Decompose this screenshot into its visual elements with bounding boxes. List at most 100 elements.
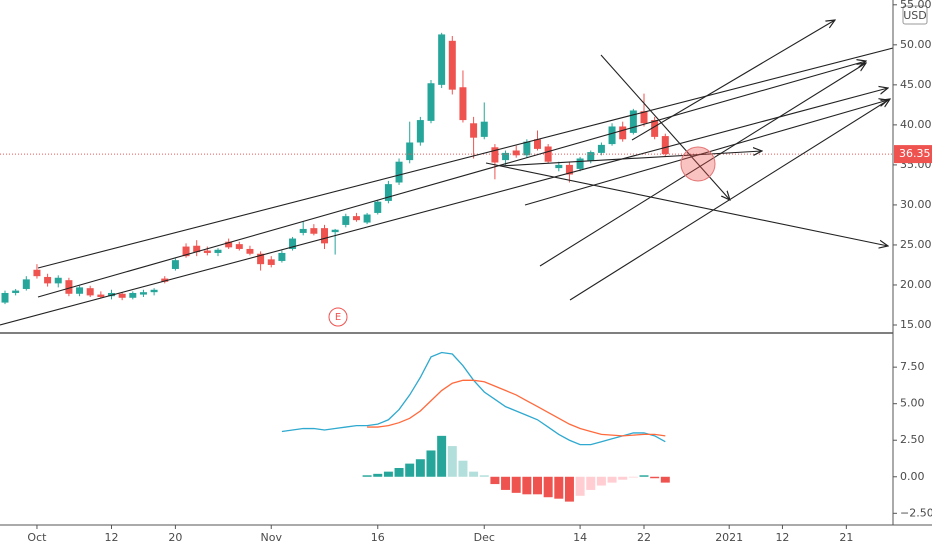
trend-line [539, 63, 866, 267]
candle-body [384, 184, 392, 201]
candle-body [257, 253, 265, 265]
candle-body [651, 120, 659, 137]
candle-body [576, 158, 584, 169]
candle-body [289, 238, 297, 249]
candle-body [139, 292, 147, 295]
x-tick-label: 22 [637, 531, 651, 544]
candle-body [321, 228, 328, 244]
candle-body [235, 244, 243, 249]
earnings-marker [328, 307, 348, 327]
y-tick-label: 25.00 [900, 238, 932, 251]
macd-line [367, 379, 666, 437]
candle-body [44, 276, 52, 284]
trend-line [631, 20, 835, 141]
trend-line [600, 54, 730, 200]
x-tick-label: Dec [474, 531, 495, 544]
x-tick-label: 12 [775, 531, 789, 544]
candle-body [310, 228, 318, 234]
histogram-bar [511, 476, 521, 493]
histogram-bar [383, 471, 393, 477]
y-tick-label: 20.00 [900, 278, 932, 291]
candle-body [54, 277, 62, 284]
histogram-bar [533, 476, 542, 495]
candle-body [150, 289, 158, 293]
trend-line [524, 100, 888, 206]
histogram-bar [607, 476, 617, 483]
histogram-bar [564, 476, 574, 502]
candle-body [22, 279, 30, 289]
candle-body [86, 288, 94, 296]
histogram-bar [650, 476, 660, 479]
candle-body [395, 161, 403, 183]
x-tick-label: Oct [27, 531, 47, 544]
candle-body [171, 260, 179, 269]
candle-body [363, 214, 371, 223]
histogram-bar [501, 476, 511, 490]
histogram-bar [447, 446, 457, 477]
trend-lines [0, 20, 894, 326]
histogram-bar [543, 476, 553, 498]
currency-box [902, 5, 928, 25]
histogram-bar [362, 475, 372, 477]
candle-body [523, 141, 531, 156]
candle-body [214, 249, 222, 253]
y-tick-label: −2.50 [900, 506, 932, 519]
candle-body [76, 287, 84, 294]
candle-body [1, 292, 9, 303]
x-tick-label: 2021 [715, 531, 743, 544]
candle-body [118, 293, 126, 298]
highlight-circle [680, 146, 716, 182]
candle-body [470, 123, 478, 138]
x-tick-label: 21 [839, 531, 853, 544]
candle-body [203, 250, 211, 253]
candle-body [193, 245, 201, 253]
candle-body [342, 216, 350, 225]
histogram-bar [660, 476, 670, 483]
histogram-bar [415, 459, 425, 477]
candle-body [97, 294, 105, 297]
candle-body [65, 280, 73, 294]
x-tick-label: 12 [105, 531, 119, 544]
candle-body [352, 216, 360, 221]
candle-body [565, 164, 573, 175]
candle-body [331, 229, 339, 233]
candle-body [480, 121, 488, 137]
histogram-bar [437, 435, 447, 477]
candle-body [182, 246, 190, 257]
candle-body [491, 147, 499, 163]
x-tick-label: 16 [371, 531, 385, 544]
candle-body [225, 241, 233, 248]
candle-body [661, 136, 669, 155]
histogram-bar [628, 476, 638, 478]
candle-body [544, 146, 552, 162]
candle-body [619, 126, 627, 140]
y-tick-label: 7.50 [900, 360, 925, 373]
x-tick-label: Nov [261, 531, 283, 544]
histogram-bar [618, 476, 628, 480]
candle-body [108, 292, 115, 297]
candle-body [374, 201, 382, 213]
candle-body [534, 139, 541, 149]
y-tick-label: 15.00 [900, 318, 932, 331]
trend-line [0, 88, 888, 326]
trend-line [37, 61, 866, 298]
histogram-bar [458, 460, 468, 477]
last-price-label: 36.35 [899, 147, 931, 160]
candle-body [129, 292, 137, 298]
candle-body [608, 126, 616, 145]
candle-body [438, 34, 446, 85]
candle-body [161, 278, 169, 282]
earnings-label: E [335, 312, 341, 323]
candle-body [416, 120, 424, 143]
candle-body [512, 150, 520, 156]
candle-body [427, 83, 435, 121]
candle-body [459, 87, 467, 121]
histogram-bar [394, 468, 404, 477]
histogram-bar [554, 476, 564, 499]
histogram-bar [479, 475, 489, 477]
histogram-bar [373, 473, 383, 477]
histogram-bar [426, 450, 436, 477]
candle-body [246, 248, 254, 254]
candle-body [278, 252, 286, 261]
